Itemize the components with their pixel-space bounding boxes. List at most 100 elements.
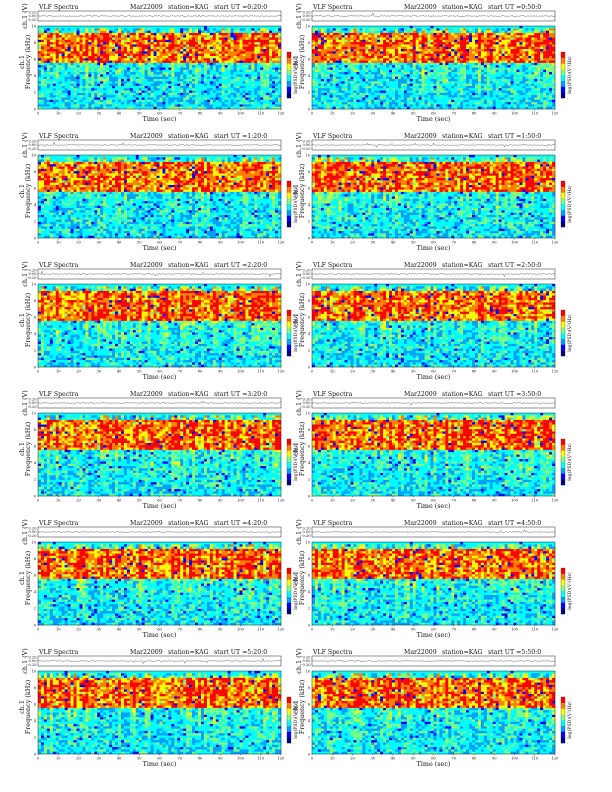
spectrogram-cell (106, 42, 109, 44)
spectrogram-cell (213, 54, 216, 56)
spectrogram-cell (269, 40, 272, 42)
spectrogram-cell (240, 68, 243, 70)
spectrogram-cell (272, 74, 275, 76)
spectrogram-cell (142, 38, 145, 40)
spectrogram-cell (321, 26, 324, 28)
spectrogram-cell (171, 102, 174, 104)
spectrogram-cell (234, 65, 237, 67)
spectrogram-cell (362, 40, 365, 42)
spectrogram-cell (231, 26, 234, 28)
spectrogram-cell (371, 47, 374, 49)
spectrogram-cell (260, 31, 263, 33)
spectrogram-cell (225, 47, 228, 49)
spectrogram-cell (133, 84, 136, 86)
spectrogram-cell (204, 51, 207, 53)
spectrogram-cell (171, 65, 174, 67)
spectrogram-cell (330, 38, 333, 40)
spectrogram-cell (189, 97, 192, 99)
spectrogram-cell (121, 35, 124, 37)
spectrogram-cell (222, 47, 225, 49)
spectrogram-cell (342, 102, 345, 104)
spectrogram-cell (177, 47, 180, 49)
spectrogram-cell (327, 35, 330, 37)
spectrogram-cell (38, 100, 41, 102)
spectrogram-cell (183, 91, 186, 93)
spectrogram-cell (139, 91, 142, 93)
spectrogram-cell (216, 61, 219, 63)
spectrogram-cell (198, 65, 201, 67)
spectrogram-cell (145, 79, 148, 81)
spectrogram-cell (50, 33, 53, 35)
spectrogram-cell (85, 49, 88, 51)
spectrogram-cell (222, 95, 225, 97)
spectrogram-cell (165, 31, 168, 33)
spectrogram-cell (348, 31, 351, 33)
spectrogram-cell (127, 86, 130, 88)
spectrogram-cell (112, 68, 115, 70)
spectrogram-cell (321, 33, 324, 35)
spectrogram-cell (130, 31, 133, 33)
spectrogram-cell (38, 65, 41, 67)
spectrogram-cell (242, 79, 245, 81)
spectrogram-cell (59, 63, 62, 65)
spectrogram-cell (142, 51, 145, 53)
spectrogram-cell (53, 51, 56, 53)
spectrogram-cell (118, 84, 121, 86)
spectrogram-cell (207, 54, 210, 56)
spectrogram-cell (82, 31, 85, 33)
spectrogram-cell (127, 44, 130, 46)
spectrogram-cell (148, 88, 151, 90)
spectrogram-cell (74, 35, 77, 37)
spectrogram-cell (50, 44, 53, 46)
spectrogram-cell (266, 102, 269, 104)
spectrogram-cell (59, 44, 62, 46)
spectrogram-cell (377, 74, 380, 76)
spectrogram-cell (324, 102, 327, 104)
spectrogram-cell (186, 28, 189, 30)
spectrogram-cell (269, 77, 272, 79)
spectrogram-cell (183, 42, 186, 44)
spectrogram-cell (136, 63, 139, 65)
spectrogram-cell (127, 61, 130, 63)
spectrogram-cell (71, 31, 74, 33)
spectrogram-cell (189, 33, 192, 35)
spectrogram-cell (210, 38, 213, 40)
spectrogram-cell (62, 56, 65, 58)
spectrogram-cell (85, 84, 88, 86)
spectrogram-cell (348, 40, 351, 42)
spectrogram-cell (251, 93, 254, 95)
spectrogram-cell (157, 49, 160, 51)
spectrogram-cell (142, 56, 145, 58)
spectrogram-cell (160, 63, 163, 65)
spectrogram-cell (263, 97, 266, 99)
spectrogram-cell (201, 88, 204, 90)
spectrogram-cell (68, 44, 71, 46)
spectrogram-cell (368, 26, 371, 28)
spectrogram-cell (240, 42, 243, 44)
spectrogram-cell (68, 72, 71, 74)
spectrogram-cell (121, 31, 124, 33)
spectrogram-cell (168, 68, 171, 70)
spectrogram-cell (71, 54, 74, 56)
spectrogram-cell (41, 65, 44, 67)
spectrogram-cell (38, 63, 41, 65)
spectrogram-cell (210, 88, 213, 90)
spectrogram-cell (269, 102, 272, 104)
spectrogram-cell (165, 72, 168, 74)
spectrogram-cell (368, 88, 371, 90)
spectrogram-cell (198, 95, 201, 97)
spectrogram-cell (312, 68, 315, 70)
spectrogram-cell (59, 68, 62, 70)
spectrogram-cell (136, 70, 139, 72)
panel-date: Mar22009 (130, 4, 163, 11)
spectrogram-cell (97, 88, 100, 90)
spectrogram-cell (207, 74, 210, 76)
spectrogram-cell (65, 84, 68, 86)
spectrogram-cell (260, 95, 263, 97)
spectrogram-cell (266, 77, 269, 79)
spectrogram-cell (192, 65, 195, 67)
spectrogram-cell (339, 58, 342, 60)
spectrogram-cell (139, 56, 142, 58)
spectrogram-cell (115, 54, 118, 56)
spectrogram-cell (157, 68, 160, 70)
